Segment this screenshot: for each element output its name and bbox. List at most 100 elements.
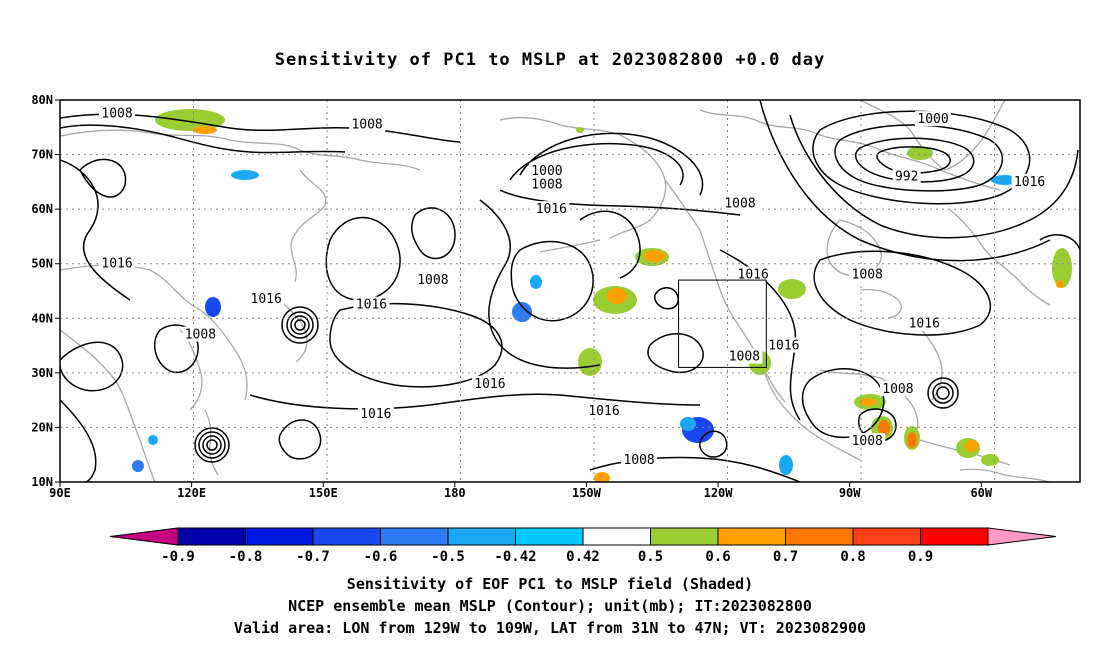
contour-label: 1016: [356, 298, 387, 313]
shade-green: [155, 109, 225, 131]
contour-label-bg: [726, 348, 763, 364]
contour-label: 1008: [185, 328, 216, 343]
grid: [60, 100, 1080, 482]
coastlines: [60, 100, 1051, 482]
colorbar-label: 0.9: [908, 549, 933, 565]
contour-label: 1016: [251, 292, 282, 307]
shade-blue: [779, 455, 793, 475]
shade-orange: [860, 398, 876, 406]
contour-label: 1008: [852, 434, 883, 449]
colorbar-swatch: [515, 527, 584, 546]
contour-label-bg: [849, 433, 886, 449]
lat-label: 60N: [31, 202, 53, 216]
shade-orange: [1056, 280, 1064, 288]
shade-blue: [231, 170, 259, 180]
contour-label-bg: [248, 291, 285, 307]
colorbar-swatch: [785, 527, 854, 546]
shade-green: [907, 146, 933, 160]
contour-label: 1016: [360, 407, 391, 422]
colorbar-swatch: [177, 527, 246, 546]
colorbar-swatch: [380, 527, 449, 546]
contour-label: 1016: [909, 317, 940, 332]
contour-label: 1008: [623, 453, 654, 468]
contour-label-bg: [533, 201, 570, 217]
colorbar-swatch: [447, 527, 516, 546]
contour-label-bg: [735, 266, 772, 282]
colorbar-swatch: [582, 527, 651, 546]
contour-label: 1016: [768, 339, 799, 354]
contour-label: 1000: [531, 164, 562, 179]
colorbar-label: 0.42: [566, 549, 600, 565]
map-title: Sensitivity of PC1 to MSLP at 2023082800…: [274, 50, 826, 70]
colorbar-arrow-left: [109, 527, 179, 546]
colorbar-label: 0.7: [773, 549, 798, 565]
contour-label: 1016: [738, 268, 769, 283]
shade-orange: [965, 440, 979, 452]
caption-line-1: Sensitivity of EOF PC1 to MSLP field (Sh…: [346, 575, 754, 593]
colorbar-arrow-right: [987, 527, 1057, 546]
contour-label-bg: [414, 272, 451, 288]
contour-label: 1008: [417, 273, 448, 288]
contour-label: 1016: [588, 404, 619, 419]
colorbar-label: 0.8: [840, 549, 865, 565]
shade-blue: [132, 460, 144, 472]
contour-label-bg: [586, 403, 622, 419]
contour-label: 1000: [917, 112, 948, 127]
shade-green: [578, 348, 602, 376]
shade-green: [1052, 248, 1072, 288]
lat-label: 10N: [31, 475, 53, 489]
contour-label: 1016: [536, 202, 567, 217]
valid-area-box: [678, 279, 767, 368]
contour-label-bg: [906, 315, 943, 331]
lon-label: 120W: [704, 486, 734, 500]
contour-label-bg: [353, 296, 390, 312]
contour-label: 1008: [729, 349, 760, 364]
lat-label: 80N: [31, 93, 53, 107]
lon-label: 60W: [970, 486, 992, 500]
contour-label: 1008: [852, 268, 883, 283]
contour-label-bg: [879, 381, 916, 397]
contour-label-bg: [528, 162, 565, 178]
mslp-contours: [60, 100, 1080, 482]
colorbar-label: 0.5: [638, 549, 663, 565]
lon-label: 150W: [572, 486, 602, 500]
contour-label-bg: [1011, 173, 1048, 189]
shade-blue: [680, 417, 696, 431]
shade-blue: [512, 302, 532, 322]
contour-label: 1016: [1014, 175, 1045, 190]
lat-label: 50N: [31, 257, 53, 271]
lon-label: 150E: [309, 486, 338, 500]
shade-orange: [878, 420, 890, 436]
colorbar-swatch: [920, 527, 989, 546]
lat-label: 20N: [31, 420, 53, 434]
colorbar-swatch: [852, 527, 921, 546]
caption-line-2: NCEP ensemble mean MSLP (Contour); unit(…: [288, 597, 812, 615]
lon-label: 90W: [839, 486, 861, 500]
colorbar-swatch: [245, 527, 314, 546]
shade-orange: [193, 126, 217, 134]
colorbar-label: 0.6: [705, 549, 730, 565]
shade-orange: [594, 472, 610, 482]
lon-label: 180: [444, 486, 466, 500]
colorbar-label: -0.9: [161, 549, 195, 565]
colorbar-swatch: [717, 527, 786, 546]
shade-orange: [907, 432, 917, 448]
contour-label-bg: [182, 326, 219, 342]
contour-label: 1016: [101, 257, 132, 272]
contour-label: 1008: [882, 382, 913, 397]
contour-label-bg: [349, 116, 386, 132]
caption-line-3: Valid area: LON from 129W to 109W, LAT f…: [233, 619, 867, 637]
lat-label: 30N: [31, 366, 53, 380]
shade-orange: [644, 250, 666, 262]
colorbar: -0.9 -0.8 -0.7 -0.6 -0.5 -0.42 0.42 0.5 0.6 0.7 0.…: [109, 527, 1057, 565]
colorbar-label: -0.42: [494, 549, 536, 565]
contour-label-bg: [471, 375, 508, 391]
contour-label-bg: [99, 255, 136, 271]
lon-label: 90E: [49, 486, 71, 500]
colorbar-label: -0.8: [229, 549, 263, 565]
contour-label-bg: [722, 195, 758, 211]
contour-label-bg: [528, 176, 565, 192]
map-frame: [59, 99, 1081, 483]
contour-label: 1008: [351, 118, 382, 133]
contour-label: 1008: [531, 178, 562, 193]
